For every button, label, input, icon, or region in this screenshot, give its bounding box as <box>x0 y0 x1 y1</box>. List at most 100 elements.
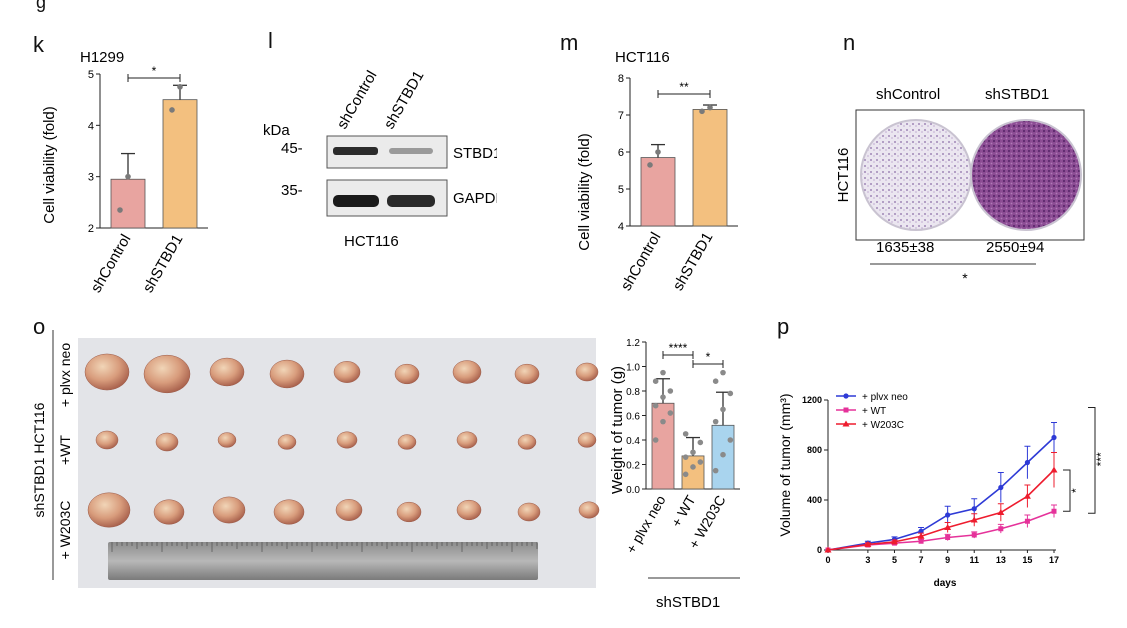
panel-k-chart: H1299 Cell viability (fold) 2 3 4 5 shContro… <box>41 49 208 296</box>
colony-dish-shstbd1 <box>970 119 1082 231</box>
series-marker <box>945 512 951 518</box>
tumor-weight-group-label: shSTBD1 <box>656 594 720 611</box>
tumor <box>84 353 130 391</box>
tumor <box>456 499 482 521</box>
page-top-fragment: g <box>36 0 47 12</box>
tumor <box>209 357 245 387</box>
sig-label: ** <box>679 80 689 94</box>
colony-label-shstbd1: shSTBD1 <box>985 86 1049 103</box>
ruler-ticks <box>111 542 538 552</box>
tumor <box>577 432 597 448</box>
series-marker <box>918 528 924 534</box>
data-point <box>660 369 666 376</box>
band-gapdh-shcontrol <box>333 195 379 207</box>
y-tick-label: 2 <box>88 223 94 235</box>
legend-label: + WT <box>862 406 886 417</box>
series-marker <box>918 538 924 544</box>
tumor <box>95 430 119 450</box>
tumor <box>143 354 191 394</box>
series-marker <box>971 506 977 512</box>
data-point <box>667 410 674 416</box>
tumor <box>217 432 237 448</box>
y-tick-label: 0.4 <box>626 436 640 447</box>
data-point <box>712 467 719 474</box>
tumor-row-label-wt: +WT <box>57 435 73 465</box>
band-stbd1-shcontrol <box>333 147 378 155</box>
tumor <box>396 501 422 523</box>
bar <box>651 402 675 490</box>
panel-m-chart: HCT116 Cell viability (fold) 4 5 6 7 8 shCont… <box>576 49 738 294</box>
x-tick-label: 9 <box>945 555 950 565</box>
category-label: shControl <box>88 232 135 296</box>
tumor <box>578 501 600 519</box>
series-line <box>827 436 1055 551</box>
series-marker <box>864 540 872 547</box>
legend-marker <box>842 420 850 427</box>
tumor-weight-ylabel: Weight of tumor (g) <box>609 366 626 494</box>
x-tick-label: 3 <box>865 555 870 565</box>
bar <box>692 109 728 227</box>
sig-label: * <box>706 350 711 364</box>
data-point <box>690 449 696 456</box>
tumor <box>517 434 537 450</box>
y-tick-label: 5 <box>618 184 624 196</box>
data-point <box>697 439 704 446</box>
tumor-side-label: shSTBD1 HCT116 <box>31 402 47 517</box>
ruler <box>108 542 538 580</box>
series-marker <box>824 546 832 553</box>
y-tick-label: 0.8 <box>626 387 640 398</box>
lane-label-shstbd1: shSTBD1 <box>381 68 428 132</box>
series-marker <box>890 538 898 545</box>
x-tick-label: 7 <box>919 555 924 565</box>
x-tick-label: 5 <box>892 555 897 565</box>
data-point <box>682 431 689 437</box>
series-marker <box>998 526 1004 532</box>
series-marker <box>944 524 952 530</box>
sig-label: **** <box>669 341 688 355</box>
data-point <box>712 378 719 384</box>
sig-label-p1: * <box>1069 488 1083 493</box>
y-tick-label: 4 <box>88 120 94 132</box>
data-point <box>699 108 705 115</box>
data-point <box>720 369 726 376</box>
tumor <box>517 502 541 522</box>
data-point <box>652 437 659 443</box>
data-point <box>720 406 726 413</box>
colony-count-shcontrol: 1635±38 <box>876 239 934 256</box>
category-label: shControl <box>618 230 665 294</box>
data-point <box>655 149 661 155</box>
y-tick-label: 800 <box>807 445 822 455</box>
series-marker <box>1024 459 1031 466</box>
sig-label: * <box>152 64 157 78</box>
panel-l-label: l <box>268 28 273 53</box>
x-tick-label: 15 <box>1022 555 1032 565</box>
x-tick-label: 0 <box>825 555 830 565</box>
y-tick-label: 400 <box>807 495 822 505</box>
data-point <box>647 162 653 168</box>
series-marker <box>997 509 1005 515</box>
y-tick-label: 1.2 <box>626 338 640 349</box>
tumor <box>575 362 599 382</box>
panel-k-label: k <box>33 32 44 57</box>
panel-m-label: m <box>560 30 579 55</box>
tumor <box>277 434 297 450</box>
legend-label: + plvx neo <box>862 392 908 403</box>
tumor <box>335 499 363 521</box>
bar <box>110 178 146 229</box>
data-point <box>125 173 131 180</box>
y-tick-label: 5 <box>88 69 94 81</box>
data-point <box>169 107 175 113</box>
tumor <box>514 363 540 385</box>
data-point <box>667 388 674 394</box>
legend-label: + W203C <box>862 420 904 431</box>
tumor-volume-chart: Volume of tumor (mm³) days 0 400 800 1200 0 3… <box>777 392 1108 589</box>
tumor-row-label-w203c: + W203C <box>57 501 73 560</box>
colony-sig: * <box>962 270 968 286</box>
y-tick-label: 8 <box>618 73 624 85</box>
category-label: + WT <box>668 492 699 530</box>
tumor <box>456 431 478 449</box>
x-tick-label: 17 <box>1049 555 1059 565</box>
tumor <box>155 432 179 452</box>
y-tick-label: 1.0 <box>626 363 640 374</box>
